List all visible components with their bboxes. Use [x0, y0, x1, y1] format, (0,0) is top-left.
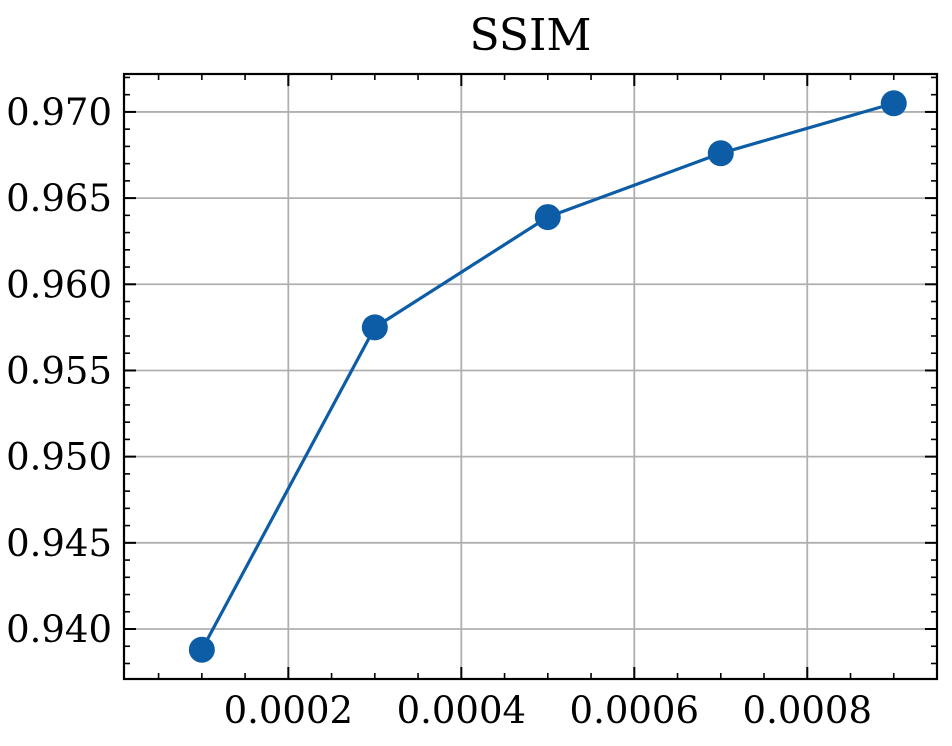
y-tick-label: 0.945	[6, 522, 112, 565]
grid-lines	[124, 74, 937, 679]
axis-ticks	[124, 74, 938, 679]
data-point	[534, 204, 561, 231]
y-tick-label: 0.965	[6, 177, 112, 220]
y-tick-label: 0.950	[6, 436, 112, 479]
y-tick-label: 0.960	[6, 263, 112, 306]
x-tick-label: 0.0006	[570, 689, 699, 732]
y-tick-label: 0.970	[6, 91, 112, 134]
plot-frame	[122, 72, 939, 681]
data-point	[188, 636, 215, 663]
data-point	[361, 314, 388, 341]
x-tick-label: 0.0002	[224, 689, 353, 732]
y-tick-label: 0.955	[6, 349, 112, 392]
tick-labels: 0.0002 0.0004 0.0006 0.0008 0.940 0.945 0.950 0…	[6, 91, 872, 732]
x-tick-label: 0.0004	[397, 689, 526, 732]
series-layer	[188, 90, 907, 663]
y-tick-label: 0.940	[6, 608, 112, 651]
data-point	[880, 90, 907, 117]
series-line	[200, 101, 895, 651]
x-tick-label: 0.0008	[743, 689, 872, 732]
data-point	[707, 140, 734, 167]
chart-title: SSIM	[470, 10, 592, 61]
